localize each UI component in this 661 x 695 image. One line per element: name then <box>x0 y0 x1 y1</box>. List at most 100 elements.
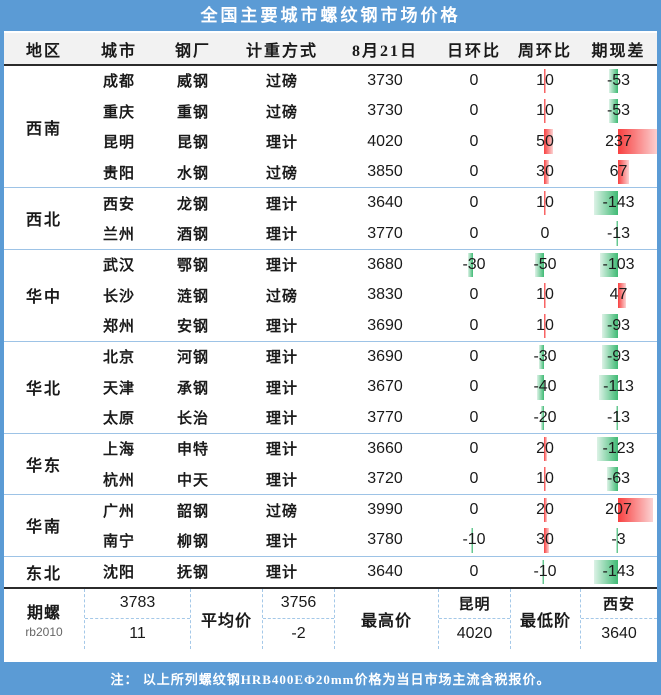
week-change-cell: -10 <box>510 555 580 587</box>
cell-value: 237 <box>605 132 632 150</box>
price-cell: 3690 <box>332 340 438 372</box>
average-value-cell: 3756 -2 <box>262 588 334 649</box>
cell-value: 20 <box>536 501 554 519</box>
table-header: 地区 城市 钢厂 计重方式 8月21日 日环比 周环比 期现差 <box>4 33 657 66</box>
week-change-cell: 10 <box>510 280 580 311</box>
week-change-cell: -40 <box>510 372 580 403</box>
cell-value: -3 <box>611 531 626 549</box>
negative-data-bar <box>601 344 618 369</box>
cell-value: 10 <box>536 102 554 120</box>
basis-cell: -143 <box>580 187 657 219</box>
week-change-cell: -50 <box>510 248 580 280</box>
basis-cell: -113 <box>580 372 657 403</box>
positive-data-bar <box>544 129 554 155</box>
region-cell: 华中 <box>4 248 84 342</box>
mill-cell: 鄂钢 <box>154 248 232 280</box>
method-cell: 理计 <box>265 135 298 152</box>
basis-cell: -13 <box>580 218 657 249</box>
positive-data-bar <box>617 282 626 308</box>
note-bar: 注： 以上所列螺纹钢HRB400EΦ20mm价格为当日市场主流含税报价。 <box>0 662 661 695</box>
region-cell: 西南 <box>25 120 62 138</box>
cell-value: 50 <box>536 132 554 150</box>
price-cell: 3640 <box>332 187 438 219</box>
mill-cell: 昆钢 <box>176 135 209 152</box>
cell-value: 47 <box>609 286 628 304</box>
positive-data-bar <box>617 160 629 185</box>
table-row: 天津 承钢 理计 3670 0 -40 -113 <box>4 372 657 403</box>
table-row: 西南 成都 威钢 过磅 3730 0 10 -53 <box>4 65 657 138</box>
mill-cell: 长治 <box>176 411 209 428</box>
positive-data-bar <box>544 313 547 338</box>
day-change-cell: 0 <box>438 280 510 311</box>
cell-value: 207 <box>605 501 632 519</box>
cell-value: 0 <box>469 71 479 89</box>
method-cell: 理计 <box>232 340 332 372</box>
average-label-cell: 平均价 <box>190 588 262 649</box>
cell-value: 10 <box>536 71 554 89</box>
mill-cell: 抚钢 <box>154 555 232 587</box>
week-change-cell: 10 <box>510 96 580 127</box>
cell-value: 0 <box>469 562 479 580</box>
method-cell: 过磅 <box>265 288 298 305</box>
city-cell: 郑州 <box>102 319 135 336</box>
basis-cell: -63 <box>580 464 657 495</box>
mill-cell: 中天 <box>176 472 209 489</box>
region-cell: 西北 <box>4 187 84 250</box>
positive-data-bar <box>544 69 547 93</box>
cell-value: -143 <box>602 194 635 212</box>
week-change-cell: -30 <box>510 340 580 372</box>
lowest-city: 西安 <box>602 596 635 613</box>
highest-city: 昆明 <box>458 596 491 613</box>
cell-value: -40 <box>533 378 557 396</box>
day-change-cell: 0 <box>438 157 510 188</box>
city-cell: 沈阳 <box>84 555 154 587</box>
city-cell: 杭州 <box>102 472 135 489</box>
negative-data-bar <box>537 374 545 400</box>
mill-cell: 酒钢 <box>176 227 209 244</box>
price-cell: 3680 <box>332 248 438 280</box>
cell-value: -103 <box>602 255 635 273</box>
negative-data-bar <box>608 69 618 93</box>
method-cell: 理计 <box>265 319 298 336</box>
price-cell: 4020 <box>367 132 403 150</box>
city-cell: 上海 <box>84 432 154 464</box>
table-row: 杭州 中天 理计 3720 0 10 -63 <box>4 464 657 495</box>
price-table: 地区 城市 钢厂 计重方式 8月21日 日环比 周环比 期现差 西南 成都 威钢 过磅… <box>4 33 657 587</box>
negative-data-bar <box>606 466 618 492</box>
basis-cell: 207 <box>580 494 657 526</box>
method-cell: 理计 <box>265 472 298 489</box>
cell-value: -53 <box>606 102 631 120</box>
highest-price: 4020 <box>439 618 510 649</box>
cell-value: 20 <box>536 439 554 457</box>
city-cell: 武汉 <box>84 248 154 280</box>
price-cell: 3670 <box>367 378 403 396</box>
method-cell: 理计 <box>265 411 298 428</box>
region-cell: 东北 <box>4 555 84 587</box>
mill-cell: 涟钢 <box>176 288 209 305</box>
day-change-cell: -30 <box>438 248 510 280</box>
cell-value: -93 <box>606 347 631 365</box>
negative-data-bar <box>539 344 545 369</box>
basis-cell: -93 <box>580 340 657 372</box>
cell-value: 0 <box>469 224 479 242</box>
cell-value: -13 <box>606 224 631 242</box>
day-change-cell: 0 <box>438 311 510 342</box>
positive-data-bar <box>544 191 547 216</box>
cell-value: -123 <box>602 439 635 457</box>
cell-value: -63 <box>606 470 631 488</box>
cell-value: -53 <box>606 71 631 89</box>
negative-data-bar <box>541 405 545 430</box>
cell-value: -30 <box>462 255 486 273</box>
mill-cell: 河钢 <box>154 340 232 372</box>
column-header-day-change: 日环比 <box>438 33 510 66</box>
day-change-cell: 0 <box>438 432 510 464</box>
table-row: 华中 武汉 鄂钢理计 3680 -30 -50 -103 <box>4 248 657 342</box>
region-cell: 华北 <box>4 340 84 434</box>
city-cell: 广州 <box>84 494 154 526</box>
lowest-value-cell: 西安 3640 <box>580 588 657 649</box>
positive-data-bar <box>617 498 653 523</box>
table-row: 华东 上海 申特 理计 3660 0 20 -123 <box>4 432 657 495</box>
price-cell: 3770 <box>367 408 403 426</box>
city-cell: 太原 <box>102 411 135 428</box>
